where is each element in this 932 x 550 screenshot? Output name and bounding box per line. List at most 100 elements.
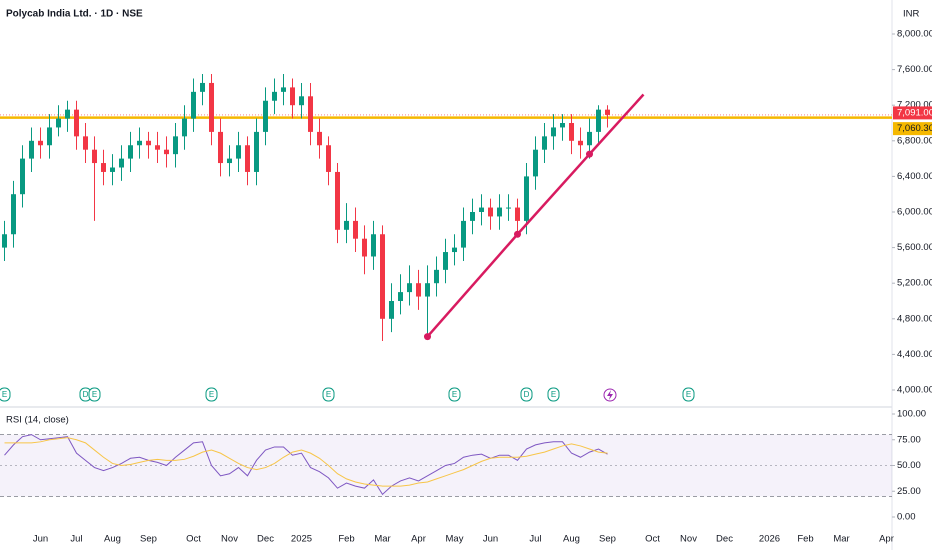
x-tick-label: Dec bbox=[716, 534, 733, 545]
x-tick-label: Feb bbox=[797, 534, 813, 545]
candle-body bbox=[236, 145, 241, 159]
event-label: E bbox=[2, 390, 7, 399]
candle-body bbox=[326, 145, 331, 172]
candle-body bbox=[20, 158, 25, 195]
candle-body bbox=[38, 140, 43, 146]
x-tick-label: May bbox=[446, 534, 464, 545]
candle-body bbox=[47, 127, 52, 146]
trendline-anchor bbox=[586, 150, 593, 158]
candle-body bbox=[101, 163, 106, 172]
rsi-line bbox=[4, 437, 608, 487]
event[interactable]: D bbox=[79, 387, 92, 402]
event-label: D bbox=[83, 390, 89, 399]
event-marker bbox=[88, 387, 101, 402]
candle-body bbox=[245, 145, 250, 172]
candle-body bbox=[308, 96, 313, 132]
candle-body bbox=[587, 131, 592, 146]
candle-body bbox=[272, 91, 277, 101]
event[interactable]: E bbox=[547, 387, 560, 402]
candle-body bbox=[263, 100, 268, 132]
event-marker bbox=[520, 387, 533, 402]
event[interactable]: D bbox=[520, 387, 533, 402]
x-tick-label: Dec bbox=[257, 534, 274, 545]
price-label-box bbox=[893, 106, 932, 120]
candle-body bbox=[317, 131, 322, 146]
event[interactable]: E bbox=[205, 387, 218, 402]
x-tick-label: Mar bbox=[374, 534, 390, 545]
candle-body bbox=[353, 220, 358, 239]
candle-body bbox=[218, 131, 223, 164]
rsi-line bbox=[4, 434, 608, 496]
event[interactable]: E bbox=[88, 387, 101, 402]
candle-body bbox=[515, 207, 520, 221]
candle-body bbox=[83, 136, 88, 150]
candle-body bbox=[443, 252, 448, 270]
x-tick-label: Aug bbox=[563, 534, 580, 545]
y-tick-label: 6,800.00 bbox=[897, 135, 932, 146]
flash-event[interactable] bbox=[603, 388, 617, 402]
x-tick-label: Apr bbox=[879, 534, 894, 545]
price-label: 7,091.00 bbox=[897, 107, 932, 118]
candle-body bbox=[542, 136, 547, 150]
y-tick-label: 5,600.00 bbox=[897, 242, 932, 253]
y-tick-label: 75.00 bbox=[897, 434, 921, 445]
candle-body bbox=[200, 82, 205, 92]
candle-body bbox=[110, 167, 115, 172]
y-tick-label: 6,400.00 bbox=[897, 171, 932, 182]
event[interactable]: E bbox=[448, 387, 461, 402]
candle-body bbox=[137, 140, 142, 146]
x-tick-label: Mar bbox=[833, 534, 849, 545]
candle-body bbox=[191, 91, 196, 119]
candle-body bbox=[335, 171, 340, 230]
candle-body bbox=[524, 176, 529, 221]
candle-body bbox=[551, 127, 556, 137]
x-tick-label: Jul bbox=[529, 534, 541, 545]
candle-body bbox=[29, 140, 34, 159]
y-tick-label: 7,600.00 bbox=[897, 64, 932, 75]
candle-body bbox=[155, 145, 160, 150]
candle-body bbox=[533, 149, 538, 177]
candle-body bbox=[173, 136, 178, 155]
candle-body bbox=[182, 118, 187, 137]
candle-body bbox=[416, 283, 421, 297]
x-tick-label: Jun bbox=[483, 534, 498, 545]
candle-body bbox=[578, 140, 583, 146]
y-tick-label: 0.00 bbox=[897, 512, 916, 523]
candle-body bbox=[146, 140, 151, 146]
candle-body bbox=[569, 123, 574, 141]
candle-body bbox=[65, 109, 70, 119]
candle-body bbox=[380, 234, 385, 319]
candle-body bbox=[164, 149, 169, 155]
symbol-title: Polycab India Ltd. · 1D · NSE bbox=[6, 9, 143, 20]
candle-body bbox=[479, 207, 484, 212]
x-tick-label: Feb bbox=[338, 534, 354, 545]
event-label: E bbox=[686, 390, 691, 399]
candle-body bbox=[425, 283, 430, 297]
x-tick-label: Oct bbox=[186, 534, 201, 545]
x-tick-label: 2026 bbox=[759, 534, 780, 545]
candle-body bbox=[281, 87, 286, 92]
candle-body bbox=[596, 109, 601, 132]
candle-body bbox=[560, 123, 565, 128]
event[interactable]: E bbox=[322, 387, 335, 402]
y-tick-label: 4,400.00 bbox=[897, 349, 932, 360]
candle-body bbox=[461, 220, 466, 248]
candle-body bbox=[362, 238, 367, 257]
trendline-segment bbox=[588, 93, 645, 155]
event-label: E bbox=[326, 390, 331, 399]
event[interactable]: E bbox=[682, 387, 695, 402]
event-marker bbox=[547, 387, 560, 402]
event-marker bbox=[0, 387, 11, 402]
candle-body bbox=[56, 118, 61, 128]
event-label: D bbox=[524, 390, 530, 399]
event[interactable]: E bbox=[0, 387, 11, 402]
trendline-segment bbox=[516, 153, 591, 236]
x-tick-label: Sep bbox=[599, 534, 616, 545]
candle-body bbox=[128, 145, 133, 159]
y-tick-label: 8,000.00 bbox=[897, 29, 932, 40]
candle-body bbox=[398, 292, 403, 301]
price-label-box bbox=[893, 122, 932, 136]
candle-body bbox=[119, 158, 124, 168]
candle-body bbox=[344, 220, 349, 230]
trendline-anchor bbox=[424, 333, 431, 341]
